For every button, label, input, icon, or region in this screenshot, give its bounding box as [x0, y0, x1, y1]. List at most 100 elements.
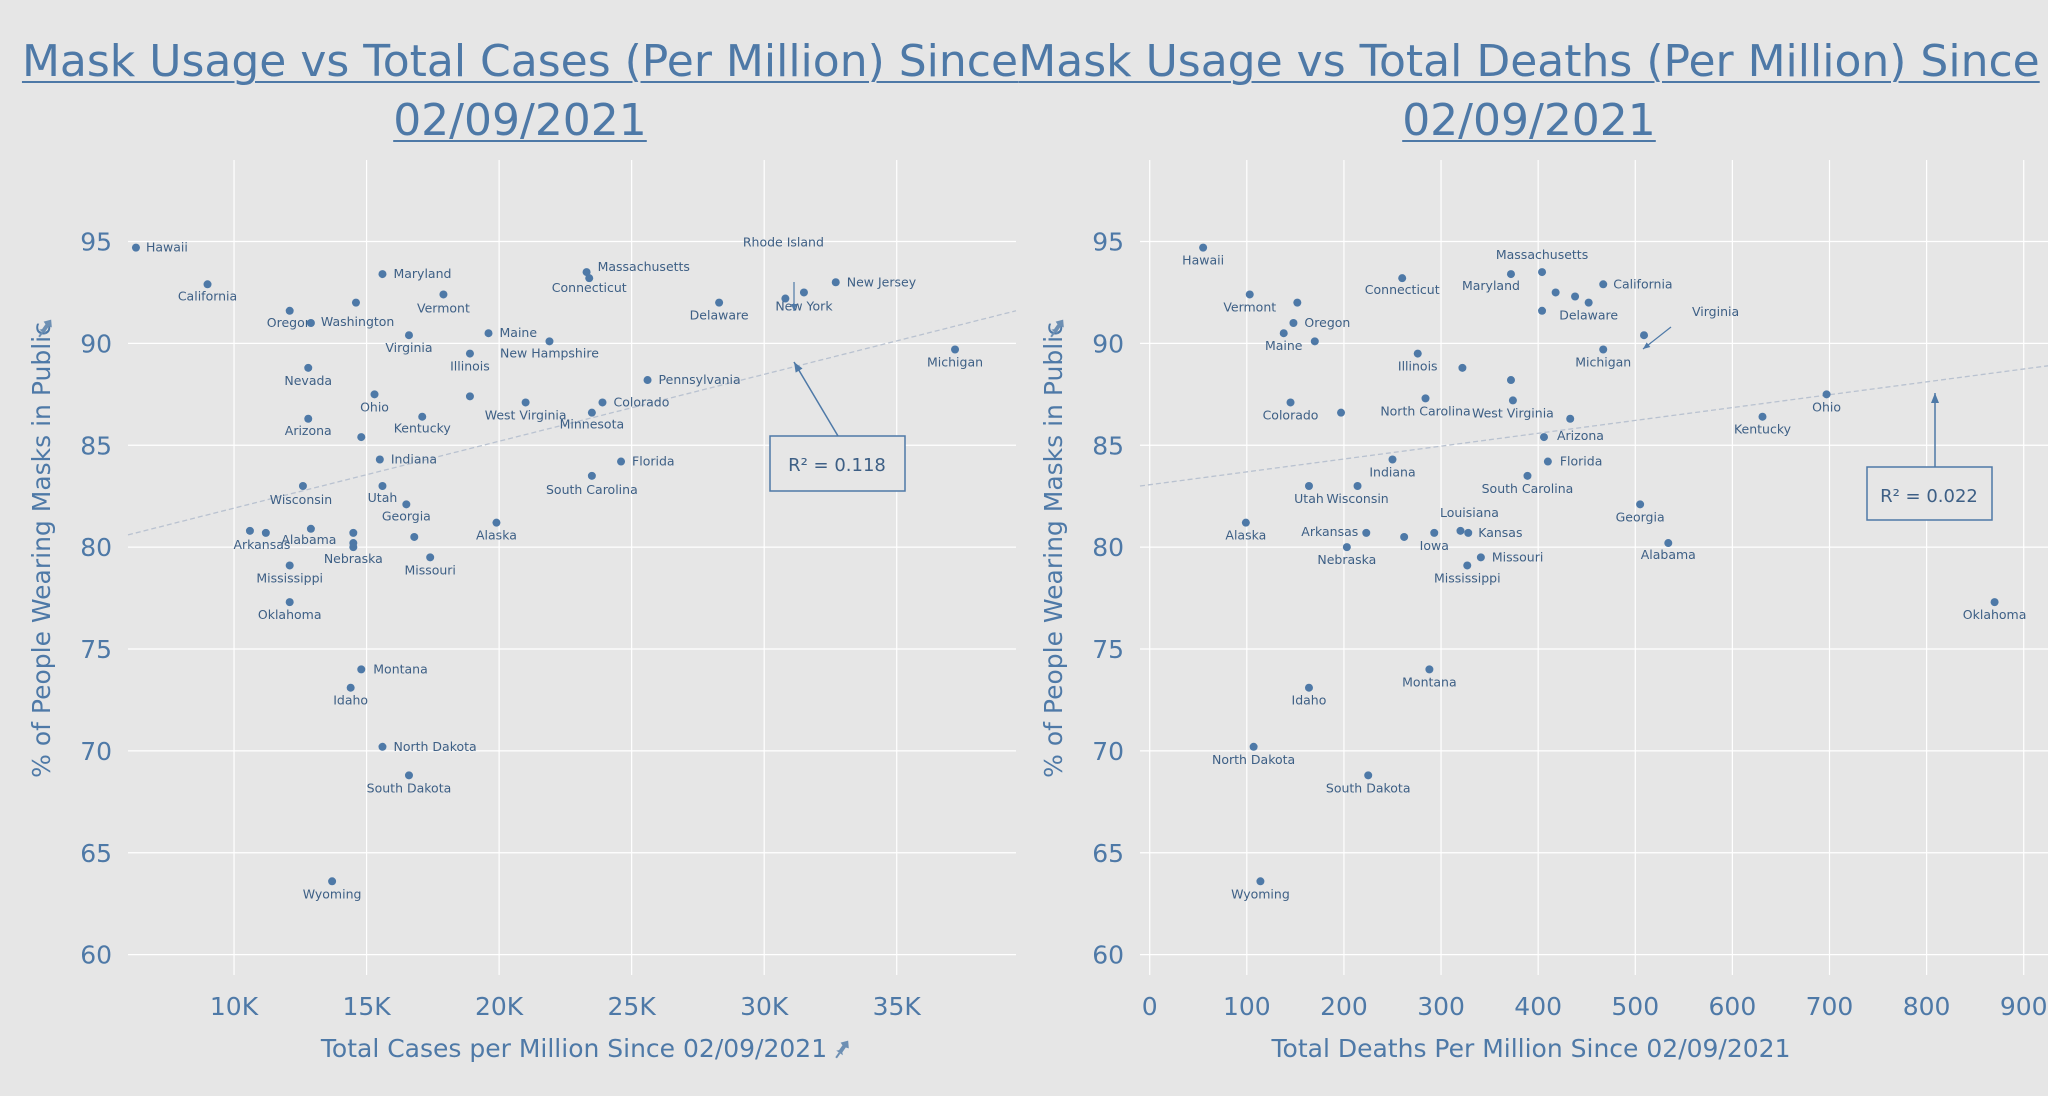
data-point[interactable] — [439, 290, 448, 299]
data-point[interactable] — [306, 319, 315, 327]
data-point[interactable] — [370, 390, 379, 399]
data-point[interactable] — [1413, 349, 1422, 358]
data-point[interactable] — [357, 665, 366, 674]
data-point[interactable] — [1337, 408, 1346, 417]
data-point[interactable] — [1249, 742, 1258, 751]
data-point[interactable] — [1286, 398, 1295, 407]
data-point[interactable] — [465, 392, 474, 401]
data-point[interactable] — [1539, 433, 1548, 442]
data-point[interactable] — [1289, 319, 1298, 327]
data-point[interactable] — [285, 561, 294, 570]
data-point[interactable] — [1508, 396, 1517, 405]
data-point[interactable] — [1425, 665, 1434, 674]
data-point[interactable] — [1506, 376, 1515, 385]
data-point[interactable] — [378, 482, 387, 490]
data-point[interactable] — [378, 742, 387, 751]
data-point[interactable] — [587, 471, 596, 480]
data-point[interactable] — [404, 331, 413, 340]
data-point[interactable] — [831, 278, 840, 287]
data-point[interactable] — [643, 376, 652, 385]
data-point[interactable] — [1304, 683, 1313, 692]
data-point[interactable] — [1640, 331, 1649, 340]
data-point[interactable] — [1584, 298, 1593, 307]
data-point[interactable] — [404, 771, 413, 780]
data-point[interactable] — [1664, 539, 1673, 548]
data-point[interactable] — [1551, 288, 1560, 297]
data-point[interactable] — [781, 294, 790, 303]
data-point[interactable] — [1463, 561, 1472, 570]
data-point[interactable] — [1293, 298, 1302, 307]
data-point[interactable] — [1599, 280, 1608, 289]
data-point[interactable] — [799, 288, 808, 297]
data-point[interactable] — [1571, 292, 1580, 301]
data-point[interactable] — [203, 280, 212, 289]
data-point[interactable] — [1279, 329, 1288, 338]
data-point[interactable] — [1476, 553, 1485, 562]
data-point[interactable] — [375, 455, 384, 464]
data-point[interactable] — [1353, 482, 1362, 490]
data-point[interactable] — [1199, 243, 1208, 252]
data-point[interactable] — [1543, 457, 1552, 466]
data-point[interactable] — [1990, 598, 1999, 607]
data-point[interactable] — [1566, 414, 1575, 423]
data-point[interactable] — [1506, 270, 1515, 279]
data-point[interactable] — [951, 345, 960, 354]
data-point[interactable] — [715, 298, 724, 307]
data-point[interactable] — [1538, 306, 1547, 315]
data-point[interactable] — [304, 363, 313, 372]
data-point[interactable] — [1599, 345, 1608, 354]
data-point[interactable] — [410, 532, 419, 541]
data-point[interactable] — [521, 398, 530, 407]
data-point[interactable] — [1342, 543, 1351, 552]
data-point[interactable] — [261, 528, 270, 537]
data-point[interactable] — [245, 526, 254, 535]
data-point[interactable] — [351, 298, 360, 307]
pin-icon[interactable] — [832, 1038, 852, 1061]
data-point[interactable] — [1822, 390, 1831, 399]
data-point[interactable] — [304, 414, 313, 423]
data-point[interactable] — [1458, 363, 1467, 372]
data-point[interactable] — [285, 306, 294, 315]
data-point[interactable] — [587, 408, 596, 417]
data-point[interactable] — [357, 433, 366, 442]
data-point[interactable] — [1400, 532, 1409, 541]
data-point[interactable] — [402, 500, 411, 509]
data-point[interactable] — [1310, 337, 1319, 346]
data-point[interactable] — [1364, 771, 1373, 780]
data-point[interactable] — [1636, 500, 1645, 509]
data-point[interactable] — [131, 243, 140, 252]
data-point[interactable] — [1430, 528, 1439, 537]
data-point[interactable] — [328, 877, 337, 886]
data-point[interactable] — [378, 270, 387, 279]
data-point[interactable] — [1523, 471, 1532, 480]
data-point[interactable] — [346, 683, 355, 692]
data-point[interactable] — [1538, 268, 1547, 277]
data-point[interactable] — [582, 268, 591, 277]
data-point[interactable] — [598, 398, 607, 407]
pin-icon[interactable] — [35, 317, 55, 340]
data-point[interactable] — [1241, 518, 1250, 527]
data-point[interactable] — [1398, 274, 1407, 283]
data-point[interactable] — [1758, 412, 1767, 421]
data-point[interactable] — [1421, 394, 1430, 403]
data-point[interactable] — [1256, 877, 1265, 886]
data-point[interactable] — [1304, 482, 1313, 490]
data-point[interactable] — [545, 337, 554, 346]
data-point[interactable] — [484, 329, 493, 338]
data-point[interactable] — [1245, 290, 1254, 299]
data-point[interactable] — [465, 349, 474, 358]
data-point[interactable] — [426, 553, 435, 562]
data-point[interactable] — [617, 457, 626, 466]
data-point[interactable] — [285, 598, 294, 607]
cases-scatter-plot[interactable]: 10K 15K 20K 25K 30K 35K 60 65 70 75 80 85 90 95 Hawai… — [0, 0, 1024, 1096]
data-point[interactable] — [492, 518, 501, 527]
data-point[interactable] — [306, 524, 315, 533]
pin-icon[interactable] — [1047, 317, 1067, 340]
data-point[interactable] — [349, 543, 358, 552]
data-point[interactable] — [1456, 526, 1465, 535]
data-point[interactable] — [1388, 455, 1397, 464]
data-point[interactable] — [585, 274, 594, 283]
deaths-scatter-plot[interactable]: 0 100 200 300 400 500 600 700 800 900 60 65 70 75 80 85… — [1024, 0, 2048, 1096]
data-point[interactable] — [418, 412, 427, 421]
data-point[interactable] — [1362, 528, 1371, 537]
